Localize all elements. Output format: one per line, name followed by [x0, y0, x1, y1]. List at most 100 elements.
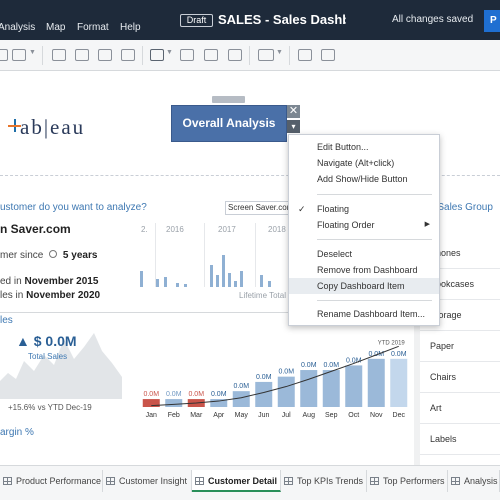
sales-vs-ytd: +15.6% vs YTD Dec-19: [8, 403, 92, 412]
new-datasource-icon[interactable]: [12, 49, 26, 61]
menu-format[interactable]: Format: [77, 22, 109, 33]
menu-rename[interactable]: Rename Dashboard Item...: [289, 306, 439, 322]
ytd-marker: YTD 2019: [378, 340, 406, 346]
tab-customer-insight[interactable]: Customer Insight: [103, 470, 192, 492]
bar-oct[interactable]: [345, 365, 363, 407]
tab-top-kpis-trends[interactable]: Top KPIs Trends: [281, 470, 367, 492]
clear-icon[interactable]: [121, 49, 135, 61]
menu-separator: [317, 300, 432, 301]
tooltip-icon[interactable]: [180, 49, 194, 61]
tab-customer-detail[interactable]: Customer Detail: [192, 470, 281, 492]
document-title[interactable]: SALES - Sales Dashboard: [218, 12, 346, 27]
swap-icon[interactable]: [0, 49, 8, 61]
tab-top-performers[interactable]: Top Performers: [367, 470, 448, 492]
bar-nov[interactable]: [367, 358, 385, 407]
group-icon[interactable]: [52, 49, 66, 61]
download-icon[interactable]: [298, 49, 312, 61]
x-tick-feb: Feb: [168, 412, 180, 419]
x-tick-jul: Jul: [282, 412, 291, 419]
bar-dec[interactable]: [390, 358, 408, 407]
x-tick-sep: Sep: [325, 412, 338, 419]
tab-label: Top Performers: [383, 476, 445, 486]
year-divider: [155, 223, 156, 287]
sales-group-title: ch Sales Group: [424, 202, 493, 213]
bar-jul[interactable]: [277, 376, 295, 407]
chevron-down-icon[interactable]: ▼: [276, 49, 283, 56]
year-divider: [255, 223, 256, 287]
bar-jan[interactable]: [142, 399, 160, 407]
tab-analysis[interactable]: Analysis -: [448, 470, 500, 492]
fix-axes-icon[interactable]: [98, 49, 112, 61]
data-label-may: 0.0M: [233, 383, 249, 390]
sales-group-item[interactable]: Storage: [420, 300, 500, 331]
menu-edit-button[interactable]: Edit Button...: [289, 139, 439, 155]
total-sales-label: Total Sales: [28, 352, 68, 361]
highlight-icon[interactable]: [150, 49, 164, 61]
timeline-bar: [216, 275, 219, 287]
customer-sales-date: les in November 2020: [0, 290, 100, 301]
menu-map[interactable]: Map: [46, 22, 66, 33]
sales-area-sparkline: [0, 333, 122, 399]
chevron-down-icon[interactable]: ▼: [29, 49, 36, 56]
menu-item-label: Navigate (Alt+click): [317, 158, 395, 168]
tab-label: Customer Insight: [119, 476, 188, 486]
menu-analysis[interactable]: Analysis: [0, 22, 36, 33]
menu-copy-item[interactable]: Copy Dashboard Item: [289, 278, 439, 294]
bar-jun[interactable]: [255, 381, 273, 407]
tab-label: Product Performance: [16, 476, 102, 486]
menu-item-label: Floating: [317, 204, 350, 214]
menu-help[interactable]: Help: [120, 22, 141, 33]
bar-apr[interactable]: [210, 399, 228, 407]
toolbar-divider: [142, 46, 143, 65]
bar-sep[interactable]: [322, 370, 340, 407]
menu-navigate[interactable]: Navigate (Alt+click): [289, 155, 439, 171]
data-label-oct: 0.0M: [346, 357, 362, 364]
label-icon[interactable]: [75, 49, 89, 61]
tab-product-performance[interactable]: Product Performance: [0, 470, 103, 492]
data-label-jun: 0.0M: [256, 374, 272, 381]
year-label: 2.: [141, 225, 148, 234]
panel-divider: [0, 312, 414, 313]
total-sales-number: $ 0.0M: [33, 333, 77, 349]
menu-floating-order[interactable]: Floating Order ▶: [289, 217, 439, 233]
close-icon[interactable]: ✕: [287, 105, 300, 118]
customer-question: ustomer do you want to analyze?: [0, 202, 147, 213]
panel-divider: [414, 197, 420, 465]
joined-value: November 2015: [24, 276, 99, 287]
toolbar-divider: [42, 46, 43, 65]
sales-group-item[interactable]: Chairs: [420, 362, 500, 393]
bar-feb[interactable]: [165, 399, 183, 407]
overall-analysis-button[interactable]: Overall Analysis: [171, 105, 287, 142]
sales-prefix: les in: [0, 290, 24, 301]
data-label-feb: 0.0M: [166, 391, 182, 398]
publish-button[interactable]: P: [484, 10, 500, 32]
toolbar-divider: [249, 46, 250, 65]
more-options-icon[interactable]: ▾: [287, 120, 300, 133]
caption-icon[interactable]: [204, 49, 218, 61]
present-icon[interactable]: [321, 49, 335, 61]
sales-group-item[interactable]: Phones: [420, 238, 500, 269]
sales-group-item[interactable]: Labels: [420, 424, 500, 455]
timeline-bar: [176, 283, 179, 287]
tableau-logo-icon: [8, 119, 21, 132]
menu-floating[interactable]: ✓ Floating: [289, 201, 439, 217]
bar-may[interactable]: [232, 391, 250, 407]
customer-dropdown[interactable]: Screen Saver.com: [225, 201, 289, 215]
sales-group-item[interactable]: Paper: [420, 331, 500, 362]
annotate-icon[interactable]: [228, 49, 242, 61]
chevron-down-icon[interactable]: ▼: [166, 49, 173, 56]
menu-add-show-hide[interactable]: Add Show/Hide Button: [289, 171, 439, 187]
drag-handle[interactable]: [212, 96, 245, 103]
fit-icon[interactable]: [258, 49, 274, 61]
sales-group-item[interactable]: Bookcases: [420, 269, 500, 300]
x-tick-aug: Aug: [303, 412, 316, 419]
up-arrow-icon: ▲: [16, 333, 30, 349]
menu-deselect[interactable]: Deselect: [289, 246, 439, 262]
menu-remove[interactable]: Remove from Dashboard: [289, 262, 439, 278]
sales-group-item[interactable]: Art: [420, 393, 500, 424]
timeline-bar: [156, 279, 159, 287]
bar-aug[interactable]: [300, 370, 318, 407]
sales-area: [0, 333, 122, 399]
toolbar-divider: [289, 46, 290, 65]
timeline-bar: [210, 265, 213, 287]
